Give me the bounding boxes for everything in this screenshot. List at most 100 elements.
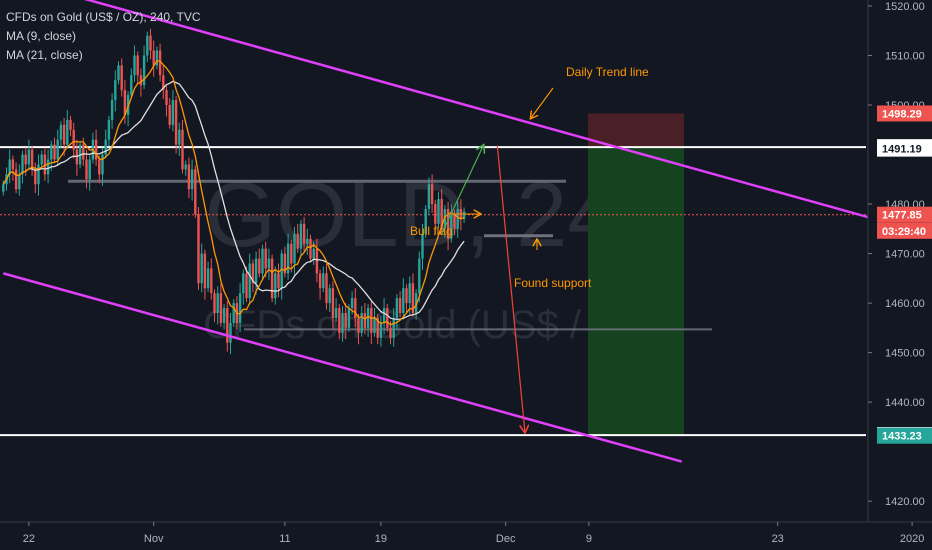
candle-body [43,154,47,175]
time-tick-label: 19 [375,533,387,545]
candle-body [373,317,376,333]
price-tick-label: 1510.00 [885,50,925,62]
candle-body [430,184,434,205]
chart-legend: CFDs on Gold (US$ / OZ), 240, TVC MA (9,… [6,8,201,65]
found-support-label: Found support [514,276,592,290]
position-zones [588,113,684,436]
candle-body [203,253,207,289]
candle-body [280,253,283,289]
candle-body [328,288,331,304]
candle-body [437,199,440,224]
candle-body [14,169,18,190]
time-tick-label: Nov [144,533,164,545]
time-tick-label: 23 [772,533,784,545]
candle-body [411,283,415,314]
candle-body [270,258,274,299]
ma21-line [2,80,465,321]
trend-channel[interactable] [2,0,932,463]
candle-body [184,164,187,170]
candle-body [296,233,299,249]
candle-body [277,273,280,289]
candle-body [347,308,351,328]
stop-loss-zone [588,113,684,148]
candle-body [174,100,178,145]
candle-body [386,308,389,328]
candle-body [376,317,379,338]
candle-body [322,273,325,289]
horizontal-levels [0,146,866,437]
bear-projection-arrow [496,145,525,432]
candle-body [238,293,242,323]
projection-arrows [441,87,554,432]
time-tick-label: 2020 [900,533,924,545]
price-badge-label: 1433.23 [882,431,922,443]
candle-body [421,233,424,259]
candle-body [408,283,411,304]
candle-body [40,154,43,165]
candle-body [462,211,466,219]
candle-body [165,90,168,105]
candle-body [139,75,143,86]
candle-body [120,65,123,91]
price-tick-label: 1420.00 [885,496,925,508]
ma9-legend: MA (9, close) [6,29,77,43]
price-tick-label: 1520.00 [885,1,925,13]
candle-body [405,288,408,304]
candle-body [379,322,383,338]
candle-body [53,144,56,160]
candle-body [229,322,232,343]
candle-body [50,144,53,160]
candle-body [146,35,149,56]
price-badge-label: 1491.19 [882,144,922,156]
candle-body [398,298,402,314]
time-tick-label: 9 [586,533,592,545]
candle-body [155,50,159,66]
candle-body [136,55,139,76]
ma21-legend: MA (21, close) [6,48,83,62]
candle-body [104,139,107,155]
candle-body [114,80,117,101]
price-badge-label: 1498.29 [882,108,922,120]
candle-body [8,159,11,175]
daily-trend-line-label: Daily Trend line [566,65,649,79]
candle-body [312,248,315,259]
candle-body [158,50,162,76]
price-badge [877,105,932,122]
candle-body [216,293,219,314]
candle-body [267,258,271,269]
candle-body [264,248,267,269]
price-scale[interactable]: 1520.001510.001500.001480.001470.001460.… [867,0,932,522]
price-tick-label: 1470.00 [885,249,925,261]
candle-body [453,213,456,229]
watermark-description: CFDs on Gold (US$ / OZ) [203,303,661,347]
candle-body [197,213,200,284]
candle-body [427,184,431,209]
candle-body [251,263,255,284]
candle-body [424,208,427,234]
candle-body [226,308,229,343]
candle-body [248,263,251,299]
candle-body [123,90,127,115]
candle-body [254,258,258,284]
price-badge [877,140,932,157]
upper-trend-line [83,0,932,237]
candle-body [290,243,293,264]
candle-body [72,129,75,150]
candle-body [190,169,194,190]
candle-body [94,139,98,160]
time-scale[interactable]: 22 Nov 11 19 Dec 9 23 2020 [0,521,932,550]
candle-body [206,268,210,289]
candle-body [30,149,34,170]
candle-body [98,159,101,175]
annotations: Daily Trend line Bull flag Found support [410,65,649,290]
candle-body [133,55,136,76]
candle-body [363,313,367,328]
price-badge-label: 1477.85 [882,210,922,222]
time-tick-label: 22 [23,533,35,545]
candle-body [194,169,197,214]
candle-body [232,303,235,323]
candle-body [450,213,453,239]
candle-body [440,199,443,229]
